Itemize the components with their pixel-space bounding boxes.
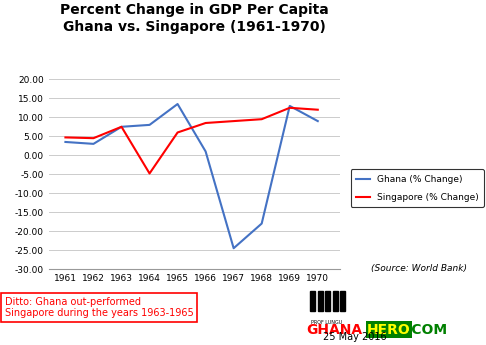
- Text: (Source: World Bank): (Source: World Bank): [370, 264, 467, 273]
- Text: HERO: HERO: [367, 323, 411, 337]
- Text: 25 May 2016: 25 May 2016: [323, 332, 386, 342]
- Text: GHANA: GHANA: [306, 323, 362, 337]
- Text: .COM: .COM: [406, 323, 448, 337]
- Text: Percent Change in GDP Per Capita
Ghana vs. Singapore (1961-1970): Percent Change in GDP Per Capita Ghana v…: [60, 3, 329, 34]
- Text: Ditto: Ghana out-performed
Singapore during the years 1963-1965: Ditto: Ghana out-performed Singapore dur…: [5, 297, 193, 318]
- Bar: [318, 290, 323, 311]
- Bar: [310, 290, 315, 311]
- Bar: [340, 290, 345, 311]
- Legend: Ghana (% Change), Singapore (% Change): Ghana (% Change), Singapore (% Change): [350, 169, 484, 207]
- Bar: [332, 290, 338, 311]
- Text: PROF LUNGU: PROF LUNGU: [311, 321, 343, 325]
- Bar: [325, 290, 330, 311]
